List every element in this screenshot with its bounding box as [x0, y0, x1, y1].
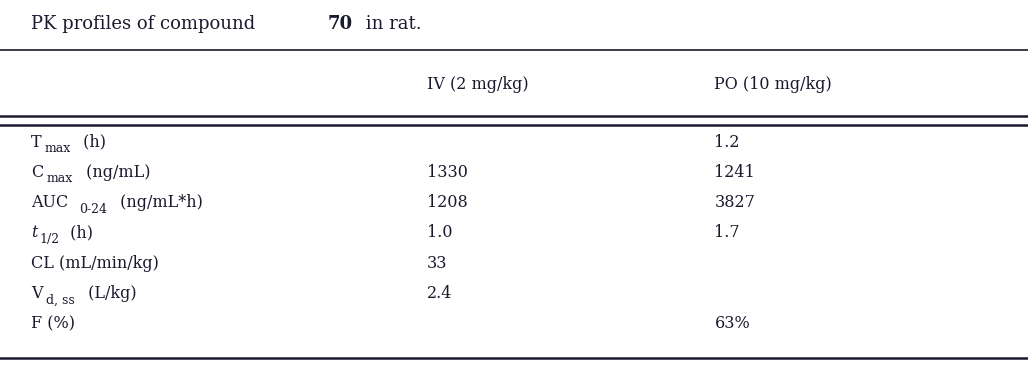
Text: 3827: 3827	[714, 194, 756, 211]
Text: IV (2 mg/kg): IV (2 mg/kg)	[427, 76, 528, 93]
Text: T: T	[31, 134, 41, 151]
Text: C: C	[31, 164, 43, 181]
Text: PO (10 mg/kg): PO (10 mg/kg)	[714, 76, 833, 93]
Text: AUC: AUC	[31, 194, 68, 211]
Text: 1.2: 1.2	[714, 134, 740, 151]
Text: 2.4: 2.4	[427, 285, 452, 302]
Text: in rat.: in rat.	[360, 15, 421, 33]
Text: max: max	[44, 142, 71, 155]
Text: (h): (h)	[78, 134, 107, 151]
Text: (ng/mL): (ng/mL)	[80, 164, 150, 181]
Text: 1.0: 1.0	[427, 224, 452, 241]
Text: d, ss: d, ss	[45, 293, 74, 307]
Text: V: V	[31, 285, 42, 302]
Text: 1330: 1330	[427, 164, 468, 181]
Text: F (%): F (%)	[31, 315, 75, 332]
Text: 1.7: 1.7	[714, 224, 740, 241]
Text: (h): (h)	[65, 224, 93, 241]
Text: PK profiles of compound: PK profiles of compound	[31, 15, 261, 33]
Text: 1208: 1208	[427, 194, 468, 211]
Text: (ng/mL*h): (ng/mL*h)	[115, 194, 203, 211]
Text: 1241: 1241	[714, 164, 756, 181]
Text: 0-24: 0-24	[79, 203, 107, 216]
Text: 70: 70	[328, 15, 353, 33]
Text: 1/2: 1/2	[39, 233, 60, 246]
Text: 33: 33	[427, 255, 447, 272]
Text: 63%: 63%	[714, 315, 750, 332]
Text: max: max	[46, 172, 73, 186]
Text: CL (mL/min/kg): CL (mL/min/kg)	[31, 255, 158, 272]
Text: (L/kg): (L/kg)	[83, 285, 137, 302]
Text: t: t	[31, 224, 37, 241]
